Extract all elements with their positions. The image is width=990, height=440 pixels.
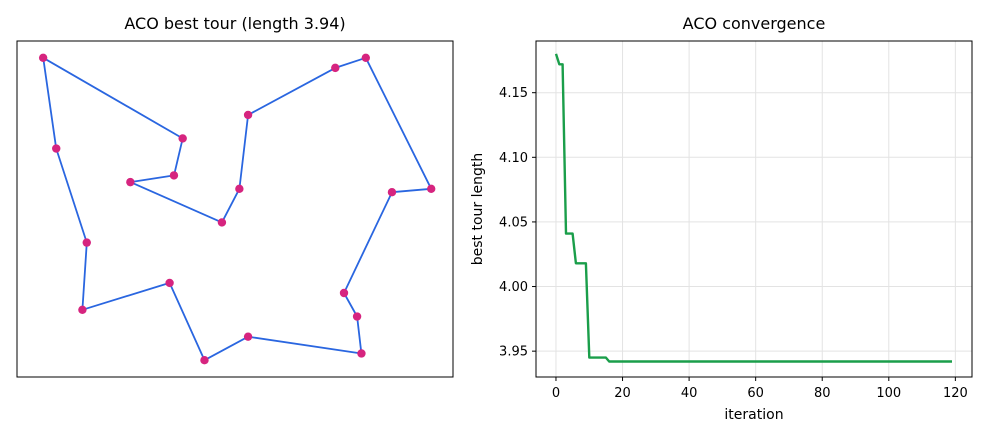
city-point bbox=[169, 171, 179, 180]
convergence-ticks: 0 20 40 60 80 100 120 3.95 4.00 4.05 4.10 4.15 bbox=[499, 86, 968, 401]
city-point bbox=[352, 312, 362, 321]
city-point bbox=[52, 144, 61, 153]
x-tick-label: 0 bbox=[552, 386, 560, 401]
city-point bbox=[217, 218, 227, 227]
y-tick-label: 4.15 bbox=[499, 86, 528, 101]
city-point bbox=[427, 184, 436, 194]
city-point bbox=[361, 53, 370, 62]
city-point bbox=[357, 349, 366, 358]
convergence-panel: ACO convergence 0 20 40 60 80 100 120 3.95 4.00 4… bbox=[470, 14, 973, 423]
city-point bbox=[126, 177, 135, 187]
x-tick-label: 120 bbox=[943, 386, 968, 401]
convergence-grid bbox=[536, 41, 972, 377]
city-point bbox=[82, 238, 91, 247]
city-point bbox=[200, 356, 209, 365]
x-tick-label: 80 bbox=[814, 386, 831, 401]
city-point bbox=[38, 53, 48, 62]
x-tick-label: 20 bbox=[614, 386, 631, 401]
city-point bbox=[331, 63, 340, 73]
city-point bbox=[387, 188, 397, 197]
x-axis-label: iteration bbox=[724, 407, 783, 423]
y-axis-label: best tour length bbox=[470, 153, 486, 266]
tour-marks bbox=[38, 53, 436, 365]
city-point bbox=[178, 134, 187, 143]
x-tick-label: 40 bbox=[681, 386, 698, 401]
tour-frame bbox=[16, 40, 454, 378]
convergence-title: ACO convergence bbox=[683, 14, 826, 33]
city-point bbox=[78, 305, 87, 314]
city-point bbox=[243, 110, 253, 120]
tour-title: ACO best tour (length 3.94) bbox=[124, 14, 345, 33]
city-point bbox=[243, 332, 253, 341]
x-tick-label: 100 bbox=[876, 386, 901, 401]
convergence-marks bbox=[554, 53, 952, 363]
tour-path bbox=[42, 56, 433, 362]
convergence-line bbox=[554, 53, 952, 363]
city-point bbox=[235, 184, 244, 194]
y-tick-label: 3.95 bbox=[499, 345, 528, 360]
tour-panel: ACO best tour (length 3.94) bbox=[16, 14, 454, 378]
y-tick-label: 4.10 bbox=[499, 151, 528, 166]
y-tick-label: 4.00 bbox=[499, 280, 528, 295]
x-tick-label: 60 bbox=[747, 386, 764, 401]
y-tick-label: 4.05 bbox=[499, 215, 528, 230]
convergence-frame bbox=[535, 40, 973, 378]
city-point bbox=[165, 278, 174, 288]
city-point bbox=[339, 288, 349, 298]
